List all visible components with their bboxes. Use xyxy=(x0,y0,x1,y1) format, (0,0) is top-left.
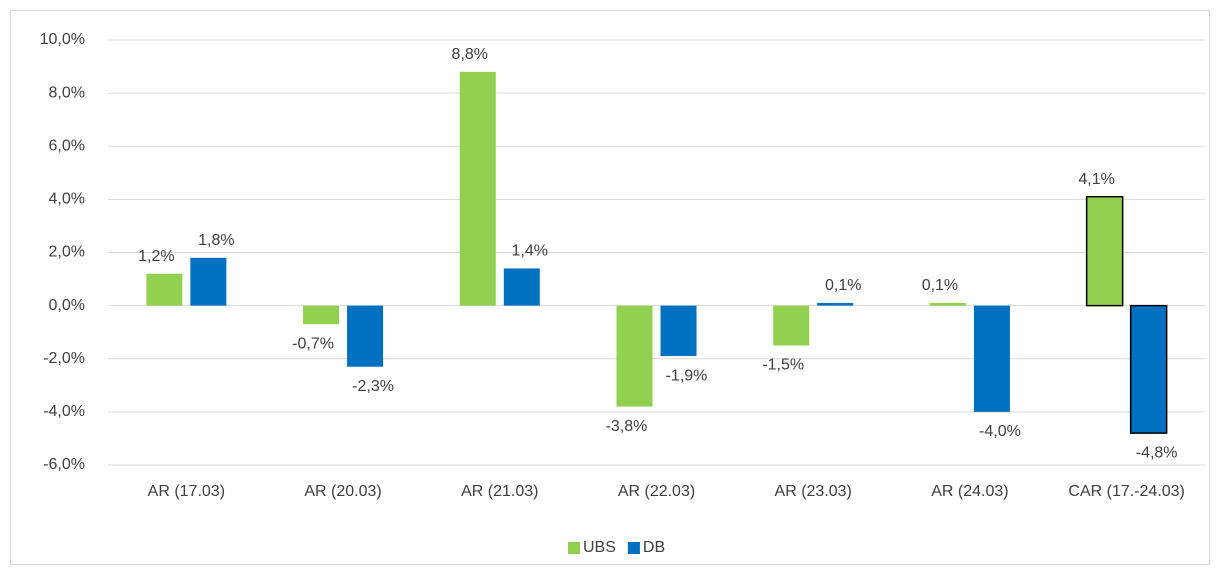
bar xyxy=(929,302,966,306)
x-tick-label: AR (24.03) xyxy=(931,483,1008,500)
x-tick-label: CAR (17.-24.03) xyxy=(1068,483,1185,500)
bar xyxy=(459,71,496,306)
bar xyxy=(347,305,384,367)
data-label: 0,1% xyxy=(825,277,861,294)
legend-swatch xyxy=(568,542,580,554)
data-label: -2,3% xyxy=(352,378,394,395)
data-label: -1,9% xyxy=(666,367,708,384)
y-tick-label: 10,0% xyxy=(40,31,85,48)
bar xyxy=(503,268,540,306)
y-tick-label: 6,0% xyxy=(49,137,85,154)
bar xyxy=(773,305,810,346)
y-tick-label: -6,0% xyxy=(43,456,85,473)
bar xyxy=(1129,304,1168,434)
data-label: -4,0% xyxy=(979,423,1021,440)
x-tick-label: AR (21.03) xyxy=(461,483,538,500)
x-tick-label: AR (23.03) xyxy=(775,483,852,500)
legend-label: DB xyxy=(643,539,665,556)
bar xyxy=(1085,195,1124,307)
y-tick-label: 4,0% xyxy=(49,191,85,208)
data-label: 8,8% xyxy=(452,46,488,63)
bar xyxy=(146,273,183,306)
data-label: -0,7% xyxy=(292,335,334,352)
data-label: 1,2% xyxy=(138,248,174,265)
y-tick-label: 8,0% xyxy=(49,84,85,101)
data-label: 1,4% xyxy=(512,243,548,260)
x-tick-label: AR (22.03) xyxy=(618,483,695,500)
data-label: -3,8% xyxy=(606,418,648,435)
legend-swatch xyxy=(627,542,640,554)
x-tick-label: AR (20.03) xyxy=(304,483,381,500)
legend-label: UBS xyxy=(583,539,616,556)
data-label: -1,5% xyxy=(762,357,804,374)
data-label: 4,1% xyxy=(1078,171,1114,188)
x-tick-label: AR (17.03) xyxy=(148,483,225,500)
bar xyxy=(973,305,1010,412)
data-label: 1,8% xyxy=(198,232,234,249)
y-tick-label: -2,0% xyxy=(43,350,85,367)
data-label: -4,8% xyxy=(1136,444,1178,461)
bar xyxy=(660,305,697,357)
bar xyxy=(817,302,854,306)
bar xyxy=(190,257,227,306)
y-tick-label: 0,0% xyxy=(49,297,85,314)
y-tick-label: -4,0% xyxy=(43,403,85,420)
bar xyxy=(303,305,340,325)
data-label: 0,1% xyxy=(922,277,958,294)
y-tick-label: 2,0% xyxy=(49,244,85,261)
bar xyxy=(616,305,653,407)
